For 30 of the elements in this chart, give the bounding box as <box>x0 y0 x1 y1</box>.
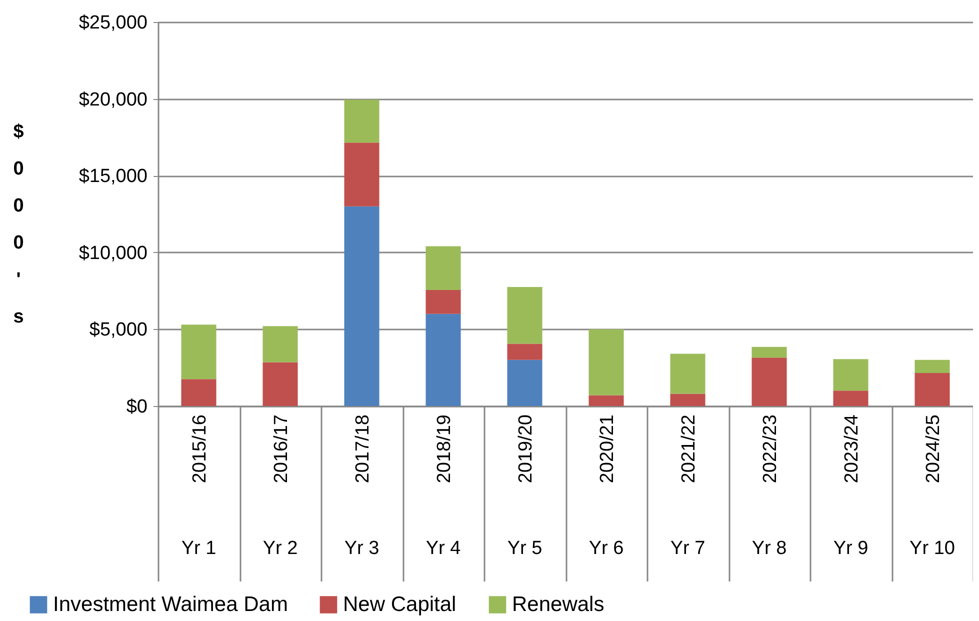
y-tick-label: $20,000 <box>78 89 148 110</box>
text: Yr 5 <box>507 538 542 559</box>
text: Yr 1 <box>181 538 216 559</box>
y-tick-label: $10,000 <box>78 242 148 264</box>
legend-label: Renewals <box>512 592 604 616</box>
x-tick-label: 2019/20 <box>515 414 536 484</box>
text: Yr 10 <box>910 538 955 559</box>
text: Yr 2 <box>262 538 298 559</box>
x-tick-label: 2020/21 <box>596 414 618 484</box>
x-tick-label: 2021/22 <box>678 414 700 484</box>
x-tick-label: 2023/24 <box>841 414 862 484</box>
y-tick-label: $0 <box>126 396 148 418</box>
text: Yr 9 <box>833 538 868 559</box>
y-tick-label: $25,000 <box>78 12 148 34</box>
x-tick-label: 2018/19 <box>434 414 455 484</box>
x-tick-label: 2017/18 <box>352 414 374 484</box>
y-axis-title: $000's <box>13 122 24 328</box>
x-tick-label: 2024/25 <box>922 414 944 484</box>
text: Yr 3 <box>344 538 380 559</box>
legend-label: Investment Waimea Dam <box>53 592 288 616</box>
x-tick-label: 2016/17 <box>270 414 292 484</box>
text: Yr 4 <box>426 538 462 559</box>
text: Yr 7 <box>670 538 706 559</box>
y-tick-label: $5,000 <box>89 320 148 341</box>
text: Yr 8 <box>752 538 787 559</box>
text: Yr 6 <box>588 538 624 559</box>
x-tick-label: 2015/16 <box>189 414 210 484</box>
legend-label: New Capital <box>343 592 456 616</box>
y-tick-label: $15,000 <box>78 166 148 188</box>
x-tick-label: 2022/23 <box>760 414 781 484</box>
